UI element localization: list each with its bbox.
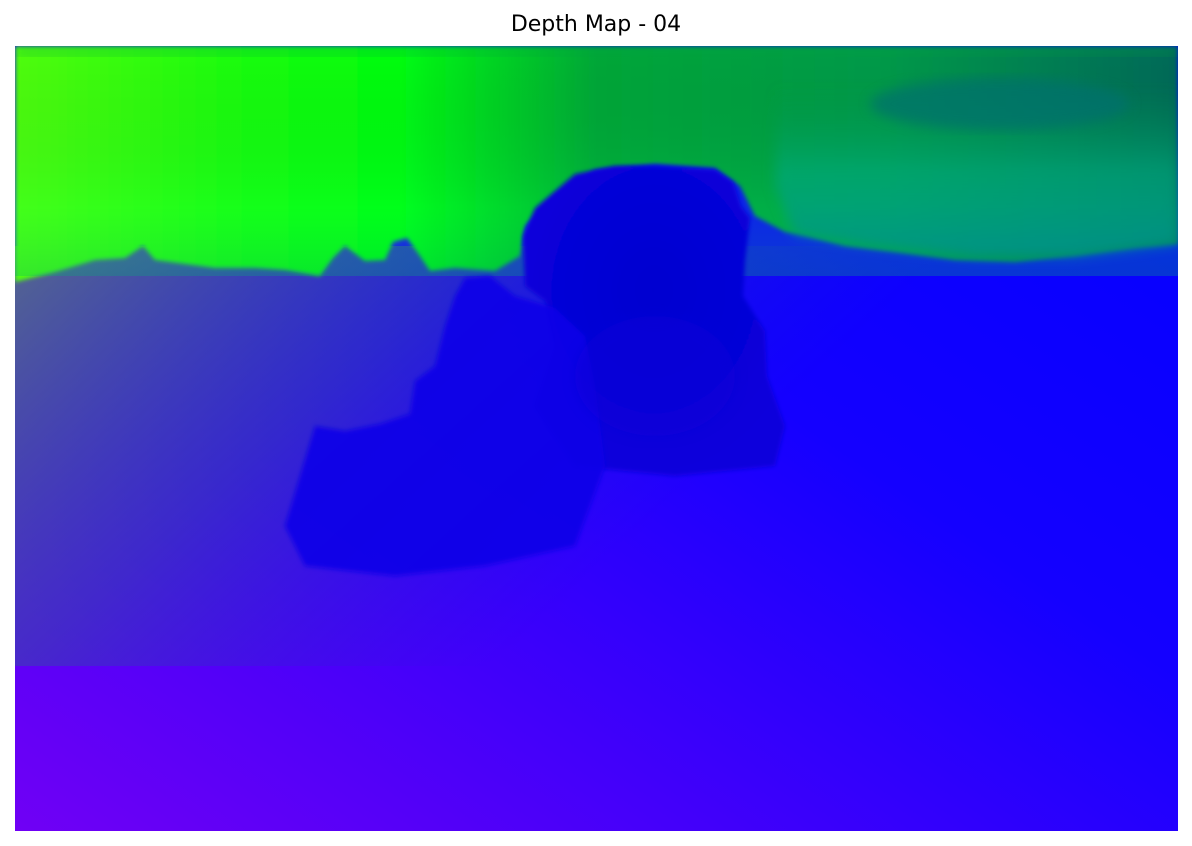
object-lower-silhouette	[285, 276, 605, 576]
object-shadow	[575, 316, 735, 436]
dark-teal-patch	[870, 78, 1130, 130]
depth-map-canvas	[15, 46, 1178, 831]
right-teal-band	[775, 86, 1178, 256]
depth-map-image	[15, 46, 1178, 831]
figure-title: Depth Map - 04	[510, 12, 682, 37]
top-edge-shade	[15, 46, 1178, 56]
